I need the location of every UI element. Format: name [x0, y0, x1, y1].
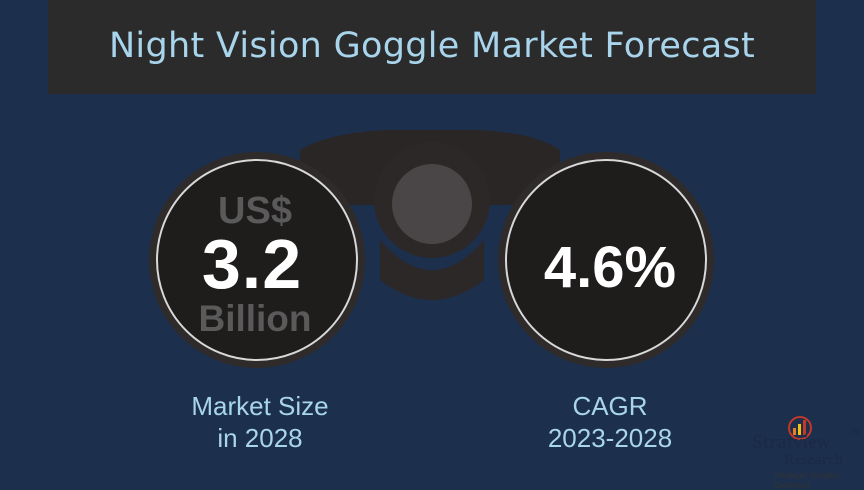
cagr-caption-line2: 2023-2028	[547, 423, 673, 453]
logo-sub: Research	[784, 452, 843, 468]
focus-knob-inner	[392, 164, 472, 244]
binoculars-center-body	[380, 240, 484, 300]
logo-name: Stratview	[752, 432, 831, 453]
market-size-unit: Billion	[198, 298, 312, 339]
left-lens	[156, 159, 358, 361]
right-lens	[505, 159, 707, 361]
stratview-logo-icon	[788, 416, 812, 440]
market-size-value: 3.2	[201, 225, 303, 303]
market-size-caption-line2: in 2028	[217, 423, 303, 453]
cagr-caption-line1: CAGR	[572, 391, 648, 421]
page-title: Night Vision Goggle Market Forecast	[108, 26, 756, 66]
market-size-caption-line1: Market Size	[191, 391, 329, 421]
market-size-caption: Market Size in 2028	[150, 390, 370, 454]
stratview-logo: Stratview TM Research Strategic Insights…	[730, 412, 864, 490]
cagr-value: 4.6%	[543, 235, 677, 300]
market-size-currency: US$	[218, 190, 292, 232]
logo-trademark: TM	[850, 429, 861, 436]
logo-tagline: Strategic Insights Delivered	[774, 470, 840, 490]
cagr-caption: CAGR 2023-2028	[510, 390, 710, 454]
title-bar: Night Vision Goggle Market Forecast	[48, 0, 816, 94]
